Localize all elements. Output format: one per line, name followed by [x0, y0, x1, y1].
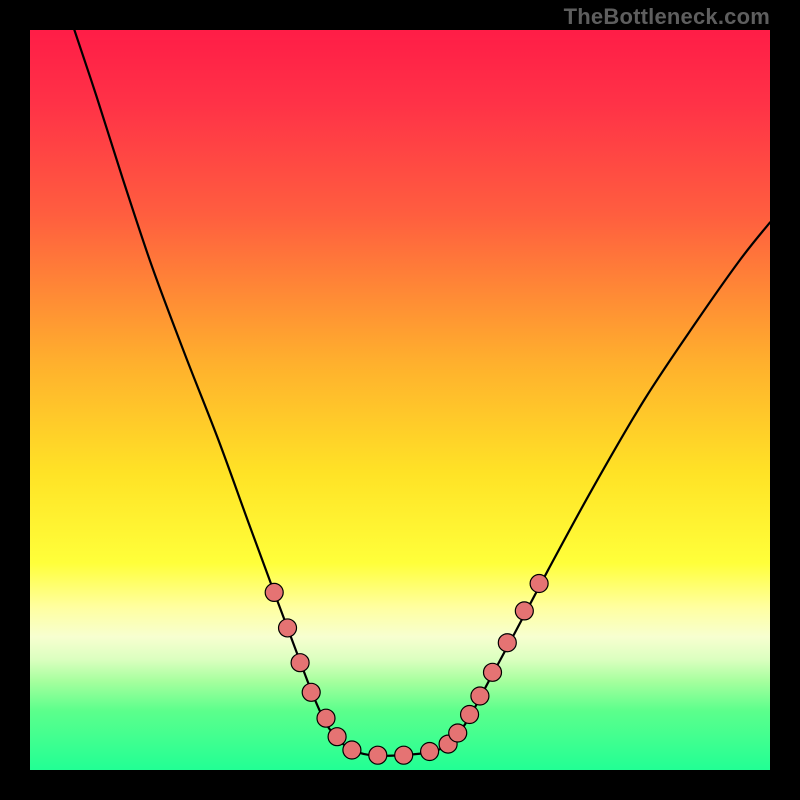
- data-marker: [449, 724, 467, 742]
- data-marker: [291, 654, 309, 672]
- data-marker: [498, 634, 516, 652]
- data-marker: [530, 575, 548, 593]
- plot-area: [30, 30, 770, 770]
- data-marker: [484, 663, 502, 681]
- data-marker: [461, 706, 479, 724]
- data-marker: [369, 746, 387, 764]
- data-marker: [265, 583, 283, 601]
- data-marker: [471, 687, 489, 705]
- data-marker: [395, 746, 413, 764]
- data-marker: [421, 743, 439, 761]
- plot-svg: [30, 30, 770, 770]
- data-marker: [343, 741, 361, 759]
- data-marker: [328, 728, 346, 746]
- data-marker: [279, 619, 297, 637]
- gradient-background: [30, 30, 770, 770]
- watermark-text: TheBottleneck.com: [564, 4, 770, 30]
- data-marker: [302, 683, 320, 701]
- data-marker: [317, 709, 335, 727]
- data-marker: [515, 602, 533, 620]
- chart-frame: TheBottleneck.com: [0, 0, 800, 800]
